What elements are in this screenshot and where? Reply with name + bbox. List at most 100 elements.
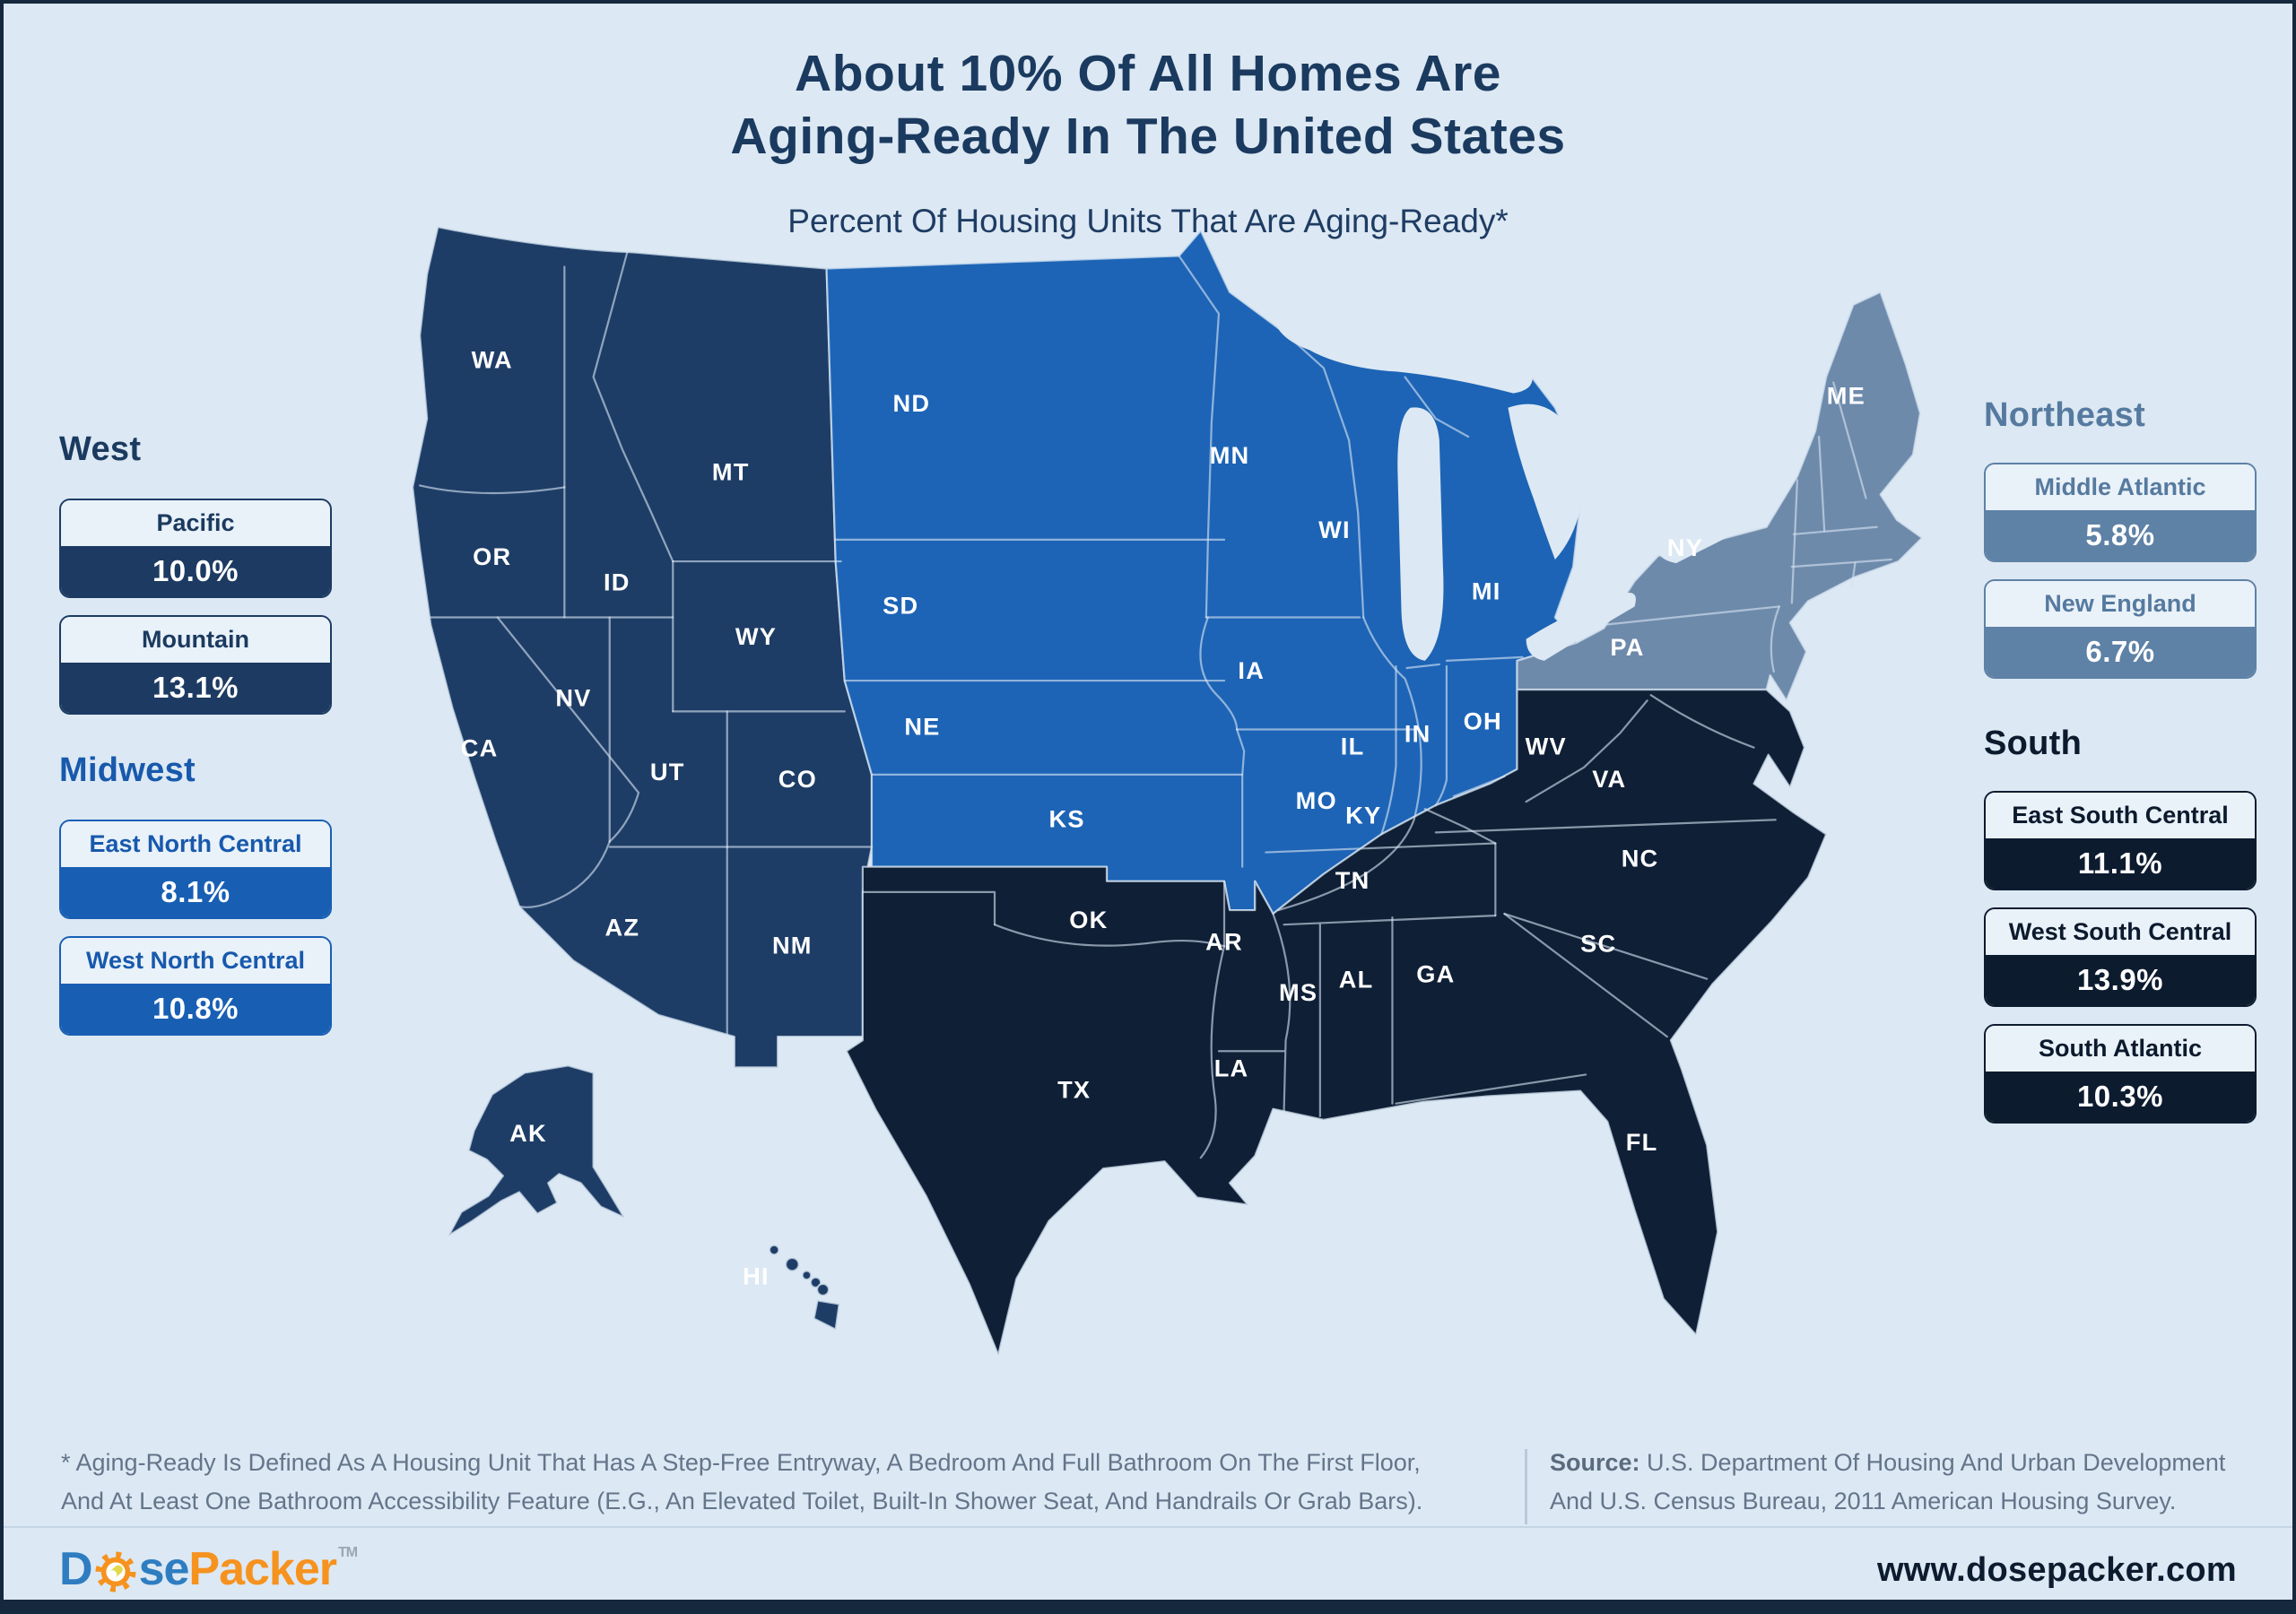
state-label: AZ: [605, 913, 640, 941]
division-value: 5.8%: [1986, 510, 2255, 560]
division-label: South Atlantic: [1986, 1026, 2255, 1072]
great-lakes: [1273, 299, 1756, 661]
us-map-svg: WA OR CA NV ID MT WY UT CO AZ NM ND SD N…: [411, 226, 1924, 1356]
state-label: MO: [1296, 786, 1337, 814]
state-label: NC: [1622, 845, 1659, 872]
heading-midwest: Midwest: [59, 751, 196, 789]
state-label: MS: [1279, 978, 1318, 1006]
legend-card-west-north-central: West North Central 10.8%: [59, 936, 332, 1036]
logo-text-packer: Packer: [188, 1543, 337, 1595]
state-label: NY: [1667, 534, 1703, 561]
state-label: OR: [473, 542, 511, 570]
state-label: HI: [743, 1262, 770, 1289]
state-label: UT: [650, 758, 685, 785]
state-label: ND: [892, 389, 930, 417]
legend-card-west-south-central: West South Central 13.9%: [1984, 907, 2257, 1007]
heading-northeast: Northeast: [1984, 396, 2146, 434]
us-choropleth-map: WA OR CA NV ID MT WY UT CO AZ NM ND SD N…: [219, 205, 1995, 1371]
division-value: 13.1%: [61, 663, 330, 713]
region-hawaii-shape: [768, 1244, 840, 1331]
state-label: OK: [1069, 906, 1108, 933]
state-label: WV: [1526, 733, 1567, 760]
legend-card-new-england: New England 6.7%: [1984, 579, 2257, 679]
legend-card-south-atlantic: South Atlantic 10.3%: [1984, 1024, 2257, 1124]
footer-divider: [4, 1526, 2292, 1528]
state-label: WA: [472, 345, 513, 373]
division-value: 11.1%: [1986, 838, 2255, 889]
state-label: IA: [1238, 656, 1265, 684]
division-value: 13.9%: [1986, 955, 2255, 1005]
state-label: AL: [1339, 966, 1374, 994]
division-value: 6.7%: [1986, 627, 2255, 677]
logo-text-d: D: [59, 1543, 93, 1595]
state-label: FL: [1626, 1128, 1658, 1156]
state-label: IN: [1405, 720, 1431, 748]
source-note: Source: U.S. Department Of Housing And U…: [1550, 1444, 2267, 1521]
state-label: NM: [772, 931, 813, 959]
state-label: PA: [1610, 633, 1644, 661]
division-label: West North Central: [61, 938, 330, 984]
footnote-source-divider: [1525, 1449, 1527, 1524]
logo-text-se: se: [138, 1543, 190, 1595]
state-label: ME: [1827, 382, 1866, 410]
lake-erie: [1526, 592, 1636, 661]
footnote-line1: * Aging-Ready Is Defined As A Housing Un…: [61, 1449, 1421, 1476]
dosepacker-logo[interactable]: D se Packer TM: [59, 1542, 358, 1596]
state-label: MT: [712, 457, 750, 485]
state-label: AK: [509, 1119, 547, 1147]
state-label: TX: [1057, 1076, 1091, 1104]
state-label: TN: [1335, 866, 1370, 894]
heading-south: South: [1984, 725, 2083, 762]
division-label: East North Central: [61, 821, 330, 867]
legend-card-east-north-central: East North Central 8.1%: [59, 820, 332, 919]
source-line2: And U.S. Census Bureau, 2011 American Ho…: [1550, 1488, 2177, 1515]
source-line1: Source: U.S. Department Of Housing And U…: [1550, 1449, 2226, 1476]
trademark-mark: TM: [338, 1545, 358, 1560]
page-title-line1: About 10% Of All Homes Are: [795, 45, 1501, 102]
division-value: 8.1%: [61, 867, 330, 917]
page-title-line2: Aging-Ready In The United States: [730, 107, 1566, 165]
footnote-line2: And At Least One Bathroom Accessibility …: [61, 1488, 1423, 1515]
division-label: East South Central: [1986, 793, 2255, 838]
division-label: Middle Atlantic: [1986, 464, 2255, 510]
state-label: AR: [1205, 927, 1243, 955]
state-label: KY: [1345, 801, 1381, 829]
state-label: KS: [1049, 804, 1085, 832]
state-label: CA: [461, 734, 499, 762]
state-label: WI: [1318, 516, 1351, 543]
state-labels: WA OR CA NV ID MT WY UT CO AZ NM ND SD N…: [461, 345, 1866, 1289]
gear-pill-icon: [93, 1549, 138, 1594]
lake-michigan: [1397, 407, 1444, 661]
state-label: LA: [1214, 1054, 1249, 1081]
division-label: New England: [1986, 581, 2255, 627]
state-label: OH: [1464, 707, 1502, 734]
page-title: About 10% Of All Homes Are Aging-Ready I…: [4, 43, 2292, 168]
state-label: SC: [1580, 929, 1616, 957]
state-label: GA: [1416, 960, 1455, 988]
state-label: MN: [1210, 441, 1250, 469]
lake-ontario: [1656, 508, 1756, 564]
division-label: West South Central: [1986, 909, 2255, 955]
bottom-accent-bar: [4, 1600, 2292, 1610]
state-label: ID: [604, 568, 631, 595]
legend-card-pacific: Pacific 10.0%: [59, 499, 332, 598]
page-subtitle: Percent Of Housing Units That Are Aging-…: [787, 203, 1509, 239]
state-label: MI: [1472, 577, 1501, 604]
division-value: 10.8%: [61, 984, 330, 1034]
website-url[interactable]: www.dosepacker.com: [1876, 1551, 2237, 1589]
legend-card-mountain: Mountain 13.1%: [59, 615, 332, 715]
heading-west: West: [59, 430, 142, 468]
state-label: NE: [904, 713, 940, 741]
lake-huron: [1508, 404, 1582, 560]
state-label: NV: [555, 683, 591, 711]
legend-card-east-south-central: East South Central 11.1%: [1984, 791, 2257, 890]
source-label: Source:: [1550, 1449, 1640, 1476]
division-label: Pacific: [61, 500, 330, 546]
region-south-shape: [845, 689, 1828, 1356]
region-alaska-shape: [448, 1064, 625, 1237]
state-label: WY: [735, 622, 777, 650]
footnote: * Aging-Ready Is Defined As A Housing Un…: [61, 1444, 1487, 1521]
state-borders: [419, 249, 1892, 1159]
state-label: SD: [883, 592, 918, 620]
